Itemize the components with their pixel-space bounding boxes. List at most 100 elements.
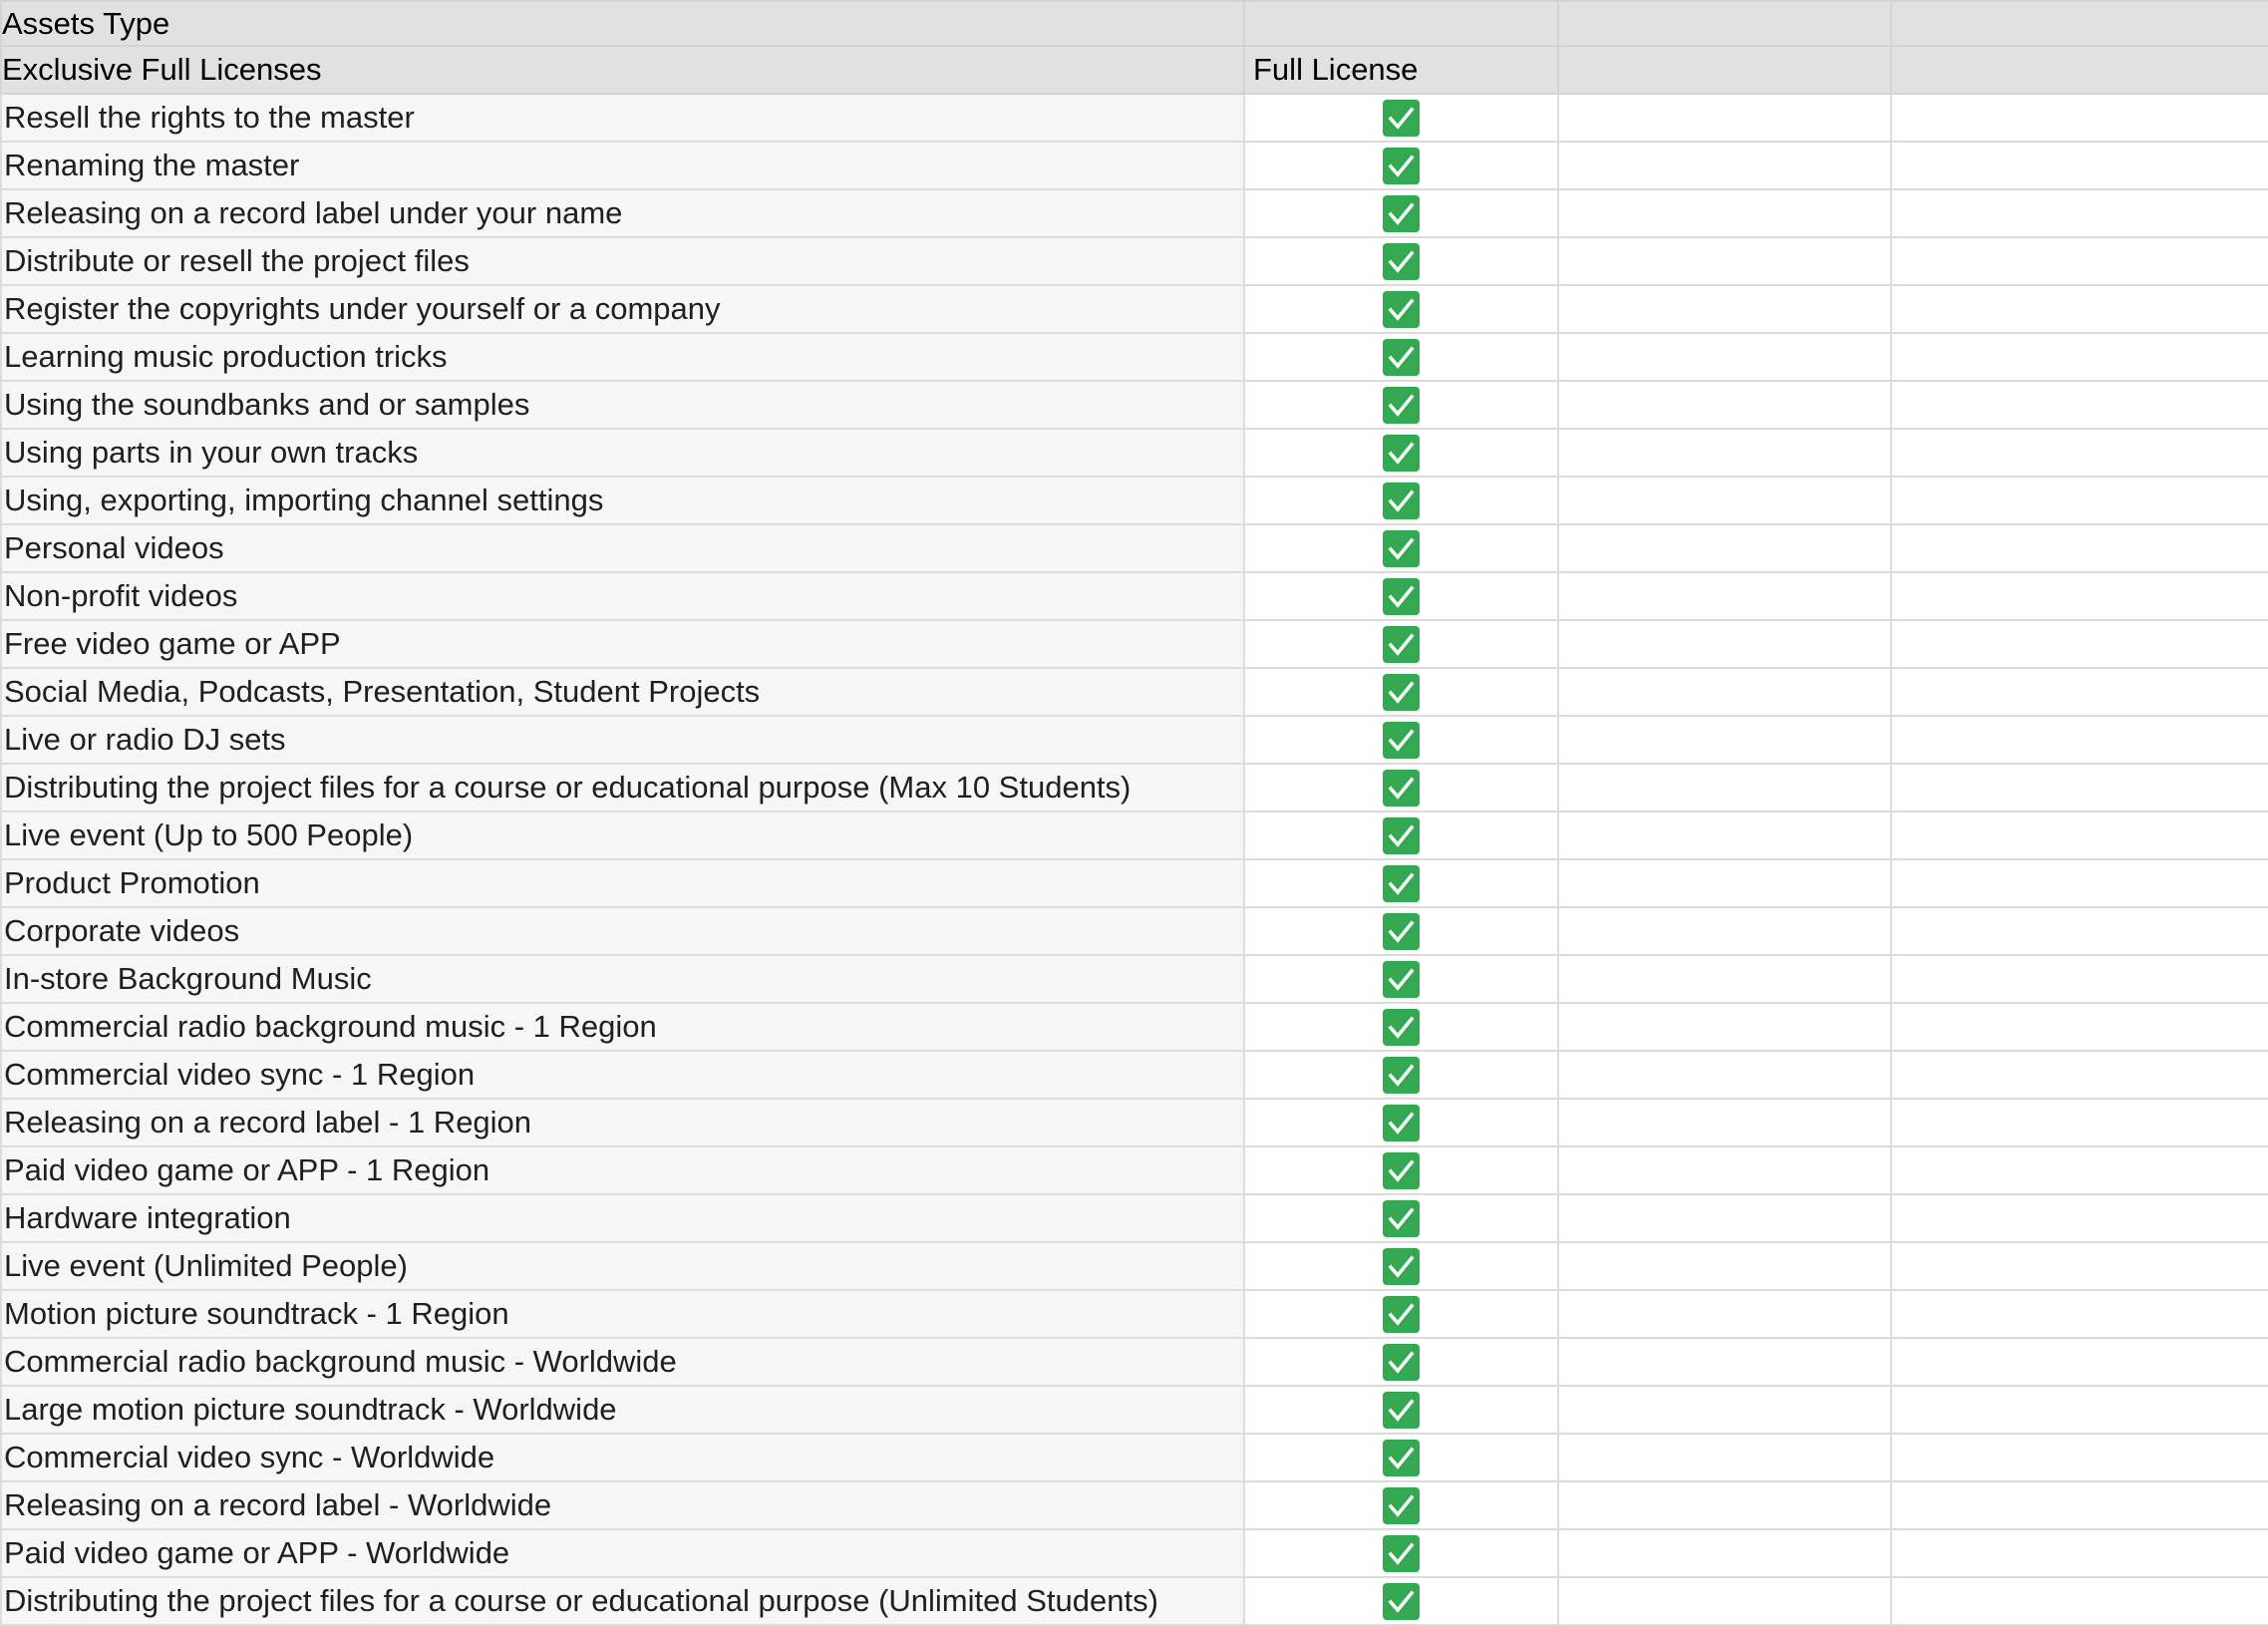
full-license-cell[interactable] [1243,1050,1559,1100]
full-license-cell[interactable] [1243,236,1559,286]
checked-checkbox-icon[interactable] [1383,578,1420,616]
feature-label[interactable]: Paid video game or APP - Worldwide [0,1528,1245,1578]
checked-checkbox-icon[interactable] [1383,1105,1420,1142]
empty-cell[interactable] [1557,1576,1892,1626]
full-license-cell[interactable] [1243,906,1559,956]
full-license-cell[interactable] [1243,1002,1559,1052]
feature-label[interactable]: Product Promotion [0,858,1245,908]
checked-checkbox-icon[interactable] [1383,817,1420,855]
empty-cell[interactable] [1557,1241,1892,1291]
empty-cell[interactable] [1890,619,2268,669]
full-license-cell[interactable] [1243,1098,1559,1147]
feature-label[interactable]: Corporate videos [0,906,1245,956]
empty-cell[interactable] [1557,284,1892,334]
empty-cell[interactable] [1890,236,2268,286]
empty-cell[interactable] [1557,45,1892,95]
empty-cell[interactable] [1557,715,1892,765]
feature-label[interactable]: Live event (Up to 500 People) [0,811,1245,860]
checked-checkbox-icon[interactable] [1383,1487,1420,1525]
empty-cell[interactable] [1890,763,2268,813]
checked-checkbox-icon[interactable] [1383,961,1420,999]
feature-label[interactable]: Live event (Unlimited People) [0,1241,1245,1291]
feature-label[interactable]: Releasing on a record label - Worldwide [0,1480,1245,1530]
full-license-cell[interactable] [1243,763,1559,813]
full-license-cell[interactable] [1243,428,1559,478]
full-license-cell[interactable] [1243,93,1559,143]
empty-cell[interactable] [1890,523,2268,573]
full-license-cell[interactable] [1243,1145,1559,1195]
full-license-cell[interactable] [1243,858,1559,908]
empty-cell[interactable] [1557,93,1892,143]
checked-checkbox-icon[interactable] [1383,1392,1420,1430]
full-license-cell[interactable] [1243,1480,1559,1530]
full-license-cell[interactable] [1243,476,1559,525]
empty-cell[interactable] [1557,332,1892,382]
empty-cell[interactable] [1557,1145,1892,1195]
full-license-cell[interactable] [1243,667,1559,717]
empty-cell[interactable] [1890,858,2268,908]
empty-cell[interactable] [1890,141,2268,190]
empty-cell[interactable] [1557,428,1892,478]
full-license-cell[interactable] [1243,1241,1559,1291]
checked-checkbox-icon[interactable] [1383,435,1420,473]
empty-cell[interactable] [1557,1002,1892,1052]
checked-checkbox-icon[interactable] [1383,1200,1420,1238]
checked-checkbox-icon[interactable] [1383,387,1420,425]
checked-checkbox-icon[interactable] [1383,1344,1420,1382]
empty-cell[interactable] [1890,332,2268,382]
checked-checkbox-icon[interactable] [1383,1057,1420,1095]
checked-checkbox-icon[interactable] [1383,1152,1420,1190]
empty-cell[interactable] [1557,1050,1892,1100]
empty-cell[interactable] [1890,0,2268,47]
empty-cell[interactable] [1890,954,2268,1004]
full-license-cell[interactable] [1243,188,1559,238]
assets-type-label[interactable]: Assets Type [0,0,1245,47]
checked-checkbox-icon[interactable] [1383,243,1420,281]
empty-cell[interactable] [1890,380,2268,430]
empty-cell[interactable] [1557,571,1892,621]
full-license-cell[interactable] [1243,954,1559,1004]
exclusive-full-licenses-label[interactable]: Exclusive Full Licenses [0,45,1245,95]
feature-label[interactable]: Using, exporting, importing channel sett… [0,476,1245,525]
full-license-cell[interactable] [1243,1385,1559,1435]
feature-label[interactable]: Non-profit videos [0,571,1245,621]
feature-label[interactable]: Paid video game or APP - 1 Region [0,1145,1245,1195]
checked-checkbox-icon[interactable] [1383,339,1420,377]
feature-label[interactable]: Personal videos [0,523,1245,573]
checked-checkbox-icon[interactable] [1383,1583,1420,1621]
empty-cell[interactable] [1557,523,1892,573]
empty-cell[interactable] [1890,1337,2268,1387]
feature-label[interactable]: Commercial radio background music - Worl… [0,1337,1245,1387]
empty-cell[interactable] [1890,906,2268,956]
full-license-cell[interactable] [1243,1576,1559,1626]
feature-label[interactable]: Renaming the master [0,141,1245,190]
full-license-cell[interactable] [1243,619,1559,669]
feature-label[interactable]: Commercial radio background music - 1 Re… [0,1002,1245,1052]
feature-label[interactable]: Resell the rights to the master [0,93,1245,143]
empty-cell[interactable] [1890,1433,2268,1482]
checked-checkbox-icon[interactable] [1383,626,1420,664]
empty-cell[interactable] [1557,236,1892,286]
feature-label[interactable]: Releasing on a record label under your n… [0,188,1245,238]
full-license-cell[interactable] [1243,1433,1559,1482]
empty-cell[interactable] [1557,1528,1892,1578]
empty-cell[interactable] [1890,1002,2268,1052]
empty-cell[interactable] [1557,1433,1892,1482]
feature-label[interactable]: Using the soundbanks and or samples [0,380,1245,430]
empty-cell[interactable] [1890,1145,2268,1195]
checked-checkbox-icon[interactable] [1383,674,1420,712]
empty-cell[interactable] [1557,1289,1892,1339]
empty-cell[interactable] [1890,1480,2268,1530]
empty-cell[interactable] [1557,858,1892,908]
checked-checkbox-icon[interactable] [1383,722,1420,760]
empty-cell[interactable] [1890,571,2268,621]
feature-label[interactable]: Learning music production tricks [0,332,1245,382]
full-license-column-header[interactable]: Full License [1243,45,1559,95]
full-license-cell[interactable] [1243,1193,1559,1243]
feature-label[interactable]: Distributing the project files for a cou… [0,1576,1245,1626]
checked-checkbox-icon[interactable] [1383,100,1420,138]
empty-cell[interactable] [1243,0,1559,47]
checked-checkbox-icon[interactable] [1383,1248,1420,1286]
empty-cell[interactable] [1890,1050,2268,1100]
feature-label[interactable]: In-store Background Music [0,954,1245,1004]
